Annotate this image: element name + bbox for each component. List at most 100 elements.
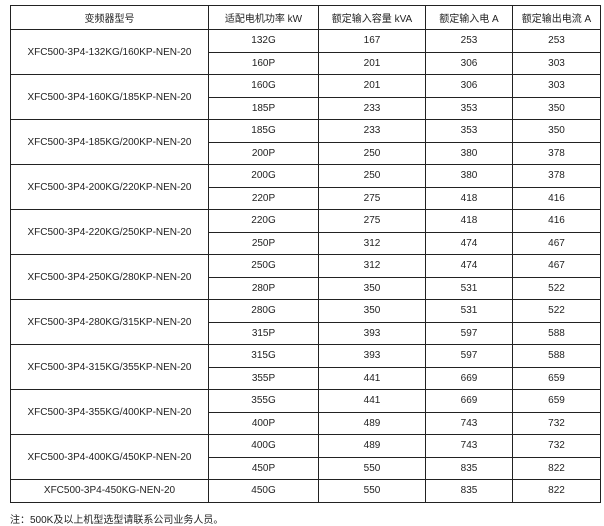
input-current-cell: 531 [425, 299, 513, 323]
input-capacity-cell: 550 [318, 456, 426, 480]
input-capacity-cell: 275 [318, 186, 426, 210]
input-capacity-cell: 250 [318, 164, 426, 188]
input-capacity-cell: 275 [318, 209, 426, 233]
table-row: XFC500-3P4-315KG/355KP-NEN-20 315G 393 597 5… [10, 344, 601, 390]
motor-power-cell: 250P [208, 231, 319, 255]
model-cell: XFC500-3P4-355KG/400KP-NEN-20 [10, 389, 209, 435]
input-current-cell: 835 [425, 479, 513, 503]
input-current-cell: 253 [425, 29, 513, 53]
motor-power-cell: 220G [208, 209, 319, 233]
input-capacity-cell: 441 [318, 366, 426, 390]
input-capacity-cell: 312 [318, 254, 426, 278]
output-current-cell: 467 [512, 254, 601, 278]
input-capacity-cell: 550 [318, 479, 426, 503]
input-capacity-cell: 233 [318, 96, 426, 120]
input-current-cell: 353 [425, 119, 513, 143]
output-current-cell: 350 [512, 119, 601, 143]
output-current-cell: 350 [512, 96, 601, 120]
table-body: XFC500-3P4-132KG/160KP-NEN-20 132G 167 253 2… [10, 29, 601, 503]
motor-power-cell: 315P [208, 321, 319, 345]
output-current-cell: 732 [512, 434, 601, 458]
input-current-cell: 531 [425, 276, 513, 300]
model-cell: XFC500-3P4-132KG/160KP-NEN-20 [10, 29, 209, 75]
table-row: 450P 550 835 822 [11, 456, 601, 480]
motor-power-cell: 280P [208, 276, 319, 300]
input-capacity-cell: 489 [318, 434, 426, 458]
model-cell: XFC500-3P4-250KG/280KP-NEN-20 [10, 254, 209, 300]
input-current-cell: 474 [425, 231, 513, 255]
motor-power-cell: 185P [208, 96, 319, 120]
input-current-cell: 306 [425, 74, 513, 98]
model-cell: XFC500-3P4-160KG/185KP-NEN-20 [10, 74, 209, 120]
table-row: XFC500-3P4-185KG/200KP-NEN-20 185G 233 353 3… [10, 119, 601, 165]
header-model: 变频器型号 [10, 5, 209, 30]
table-row: XFC500-3P4-200KG/220KP-NEN-20 200G 250 380 3… [10, 164, 601, 210]
header-output-current: 额定输出电流 A [512, 5, 601, 30]
input-current-cell: 835 [425, 456, 513, 480]
input-capacity-cell: 312 [318, 231, 426, 255]
input-current-cell: 418 [425, 186, 513, 210]
input-capacity-cell: 233 [318, 119, 426, 143]
output-current-cell: 416 [512, 186, 601, 210]
header-input-current: 额定输入电 A [425, 5, 513, 30]
table-row: 220P 275 418 416 [11, 186, 601, 210]
input-capacity-cell: 489 [318, 411, 426, 435]
motor-power-cell: 220P [208, 186, 319, 210]
output-current-cell: 522 [512, 299, 601, 323]
input-current-cell: 474 [425, 254, 513, 278]
table-row: 280P 350 531 522 [11, 276, 601, 300]
input-current-cell: 597 [425, 321, 513, 345]
input-capacity-cell: 250 [318, 141, 426, 165]
input-current-cell: 380 [425, 141, 513, 165]
table-row: XFC500-3P4-250KG/280KP-NEN-20 250G 312 474 4… [10, 254, 601, 300]
table-row: 250P 312 474 467 [11, 231, 601, 255]
output-current-cell: 822 [512, 456, 601, 480]
motor-power-cell: 450G [208, 479, 319, 503]
motor-power-cell: 450P [208, 456, 319, 480]
input-current-cell: 306 [425, 51, 513, 75]
output-current-cell: 522 [512, 276, 601, 300]
table-row: 160P 201 306 303 [11, 51, 601, 75]
input-capacity-cell: 350 [318, 276, 426, 300]
table-row: 200P 250 380 378 [11, 141, 601, 165]
motor-power-cell: 315G [208, 344, 319, 368]
model-cell: XFC500-3P4-220KG/250KP-NEN-20 [10, 209, 209, 255]
output-current-cell: 303 [512, 51, 601, 75]
model-cell: XFC500-3P4-280KG/315KP-NEN-20 [10, 299, 209, 345]
motor-power-cell: 200P [208, 141, 319, 165]
motor-power-cell: 200G [208, 164, 319, 188]
motor-power-cell: 400G [208, 434, 319, 458]
input-capacity-cell: 441 [318, 389, 426, 413]
table-row: XFC500-3P4-160KG/185KP-NEN-20 160G 201 306 3… [10, 74, 601, 120]
footnote: 注：500K及以上机型选型请联系公司业务人员。 [10, 515, 224, 526]
output-current-cell: 588 [512, 321, 601, 345]
input-capacity-cell: 393 [318, 344, 426, 368]
output-current-cell: 416 [512, 209, 601, 233]
model-cell: XFC500-3P4-185KG/200KP-NEN-20 [10, 119, 209, 165]
output-current-cell: 303 [512, 74, 601, 98]
output-current-cell: 659 [512, 366, 601, 390]
table-row: 400P 489 743 732 [11, 411, 601, 435]
table-row: XFC500-3P4-400KG/450KP-NEN-20 400G 489 743 7… [10, 434, 601, 480]
input-current-cell: 353 [425, 96, 513, 120]
model-cell: XFC500-3P4-315KG/355KP-NEN-20 [10, 344, 209, 390]
input-current-cell: 743 [425, 411, 513, 435]
table-row: XFC500-3P4-220KG/250KP-NEN-20 220G 275 418 4… [10, 209, 601, 255]
motor-power-cell: 160P [208, 51, 319, 75]
input-current-cell: 669 [425, 389, 513, 413]
input-current-cell: 418 [425, 209, 513, 233]
input-capacity-cell: 201 [318, 74, 426, 98]
motor-power-cell: 132G [208, 29, 319, 53]
model-cell: XFC500-3P4-400KG/450KP-NEN-20 [10, 434, 209, 480]
output-current-cell: 822 [512, 479, 601, 503]
motor-power-cell: 400P [208, 411, 319, 435]
table-row: XFC500-3P4-280KG/315KP-NEN-20 280G 350 531 5… [10, 299, 601, 345]
table-row: XFC500-3P4-132KG/160KP-NEN-20 132G 167 253 2… [10, 29, 601, 75]
output-current-cell: 378 [512, 164, 601, 188]
output-current-cell: 732 [512, 411, 601, 435]
output-current-cell: 378 [512, 141, 601, 165]
model-cell: XFC500-3P4-200KG/220KP-NEN-20 [10, 164, 209, 210]
spec-table: 变频器型号 适配电机功率 kW 额定输入容量 kVA 额定输入电 A 额定输出电… [10, 5, 601, 503]
input-current-cell: 380 [425, 164, 513, 188]
motor-power-cell: 280G [208, 299, 319, 323]
